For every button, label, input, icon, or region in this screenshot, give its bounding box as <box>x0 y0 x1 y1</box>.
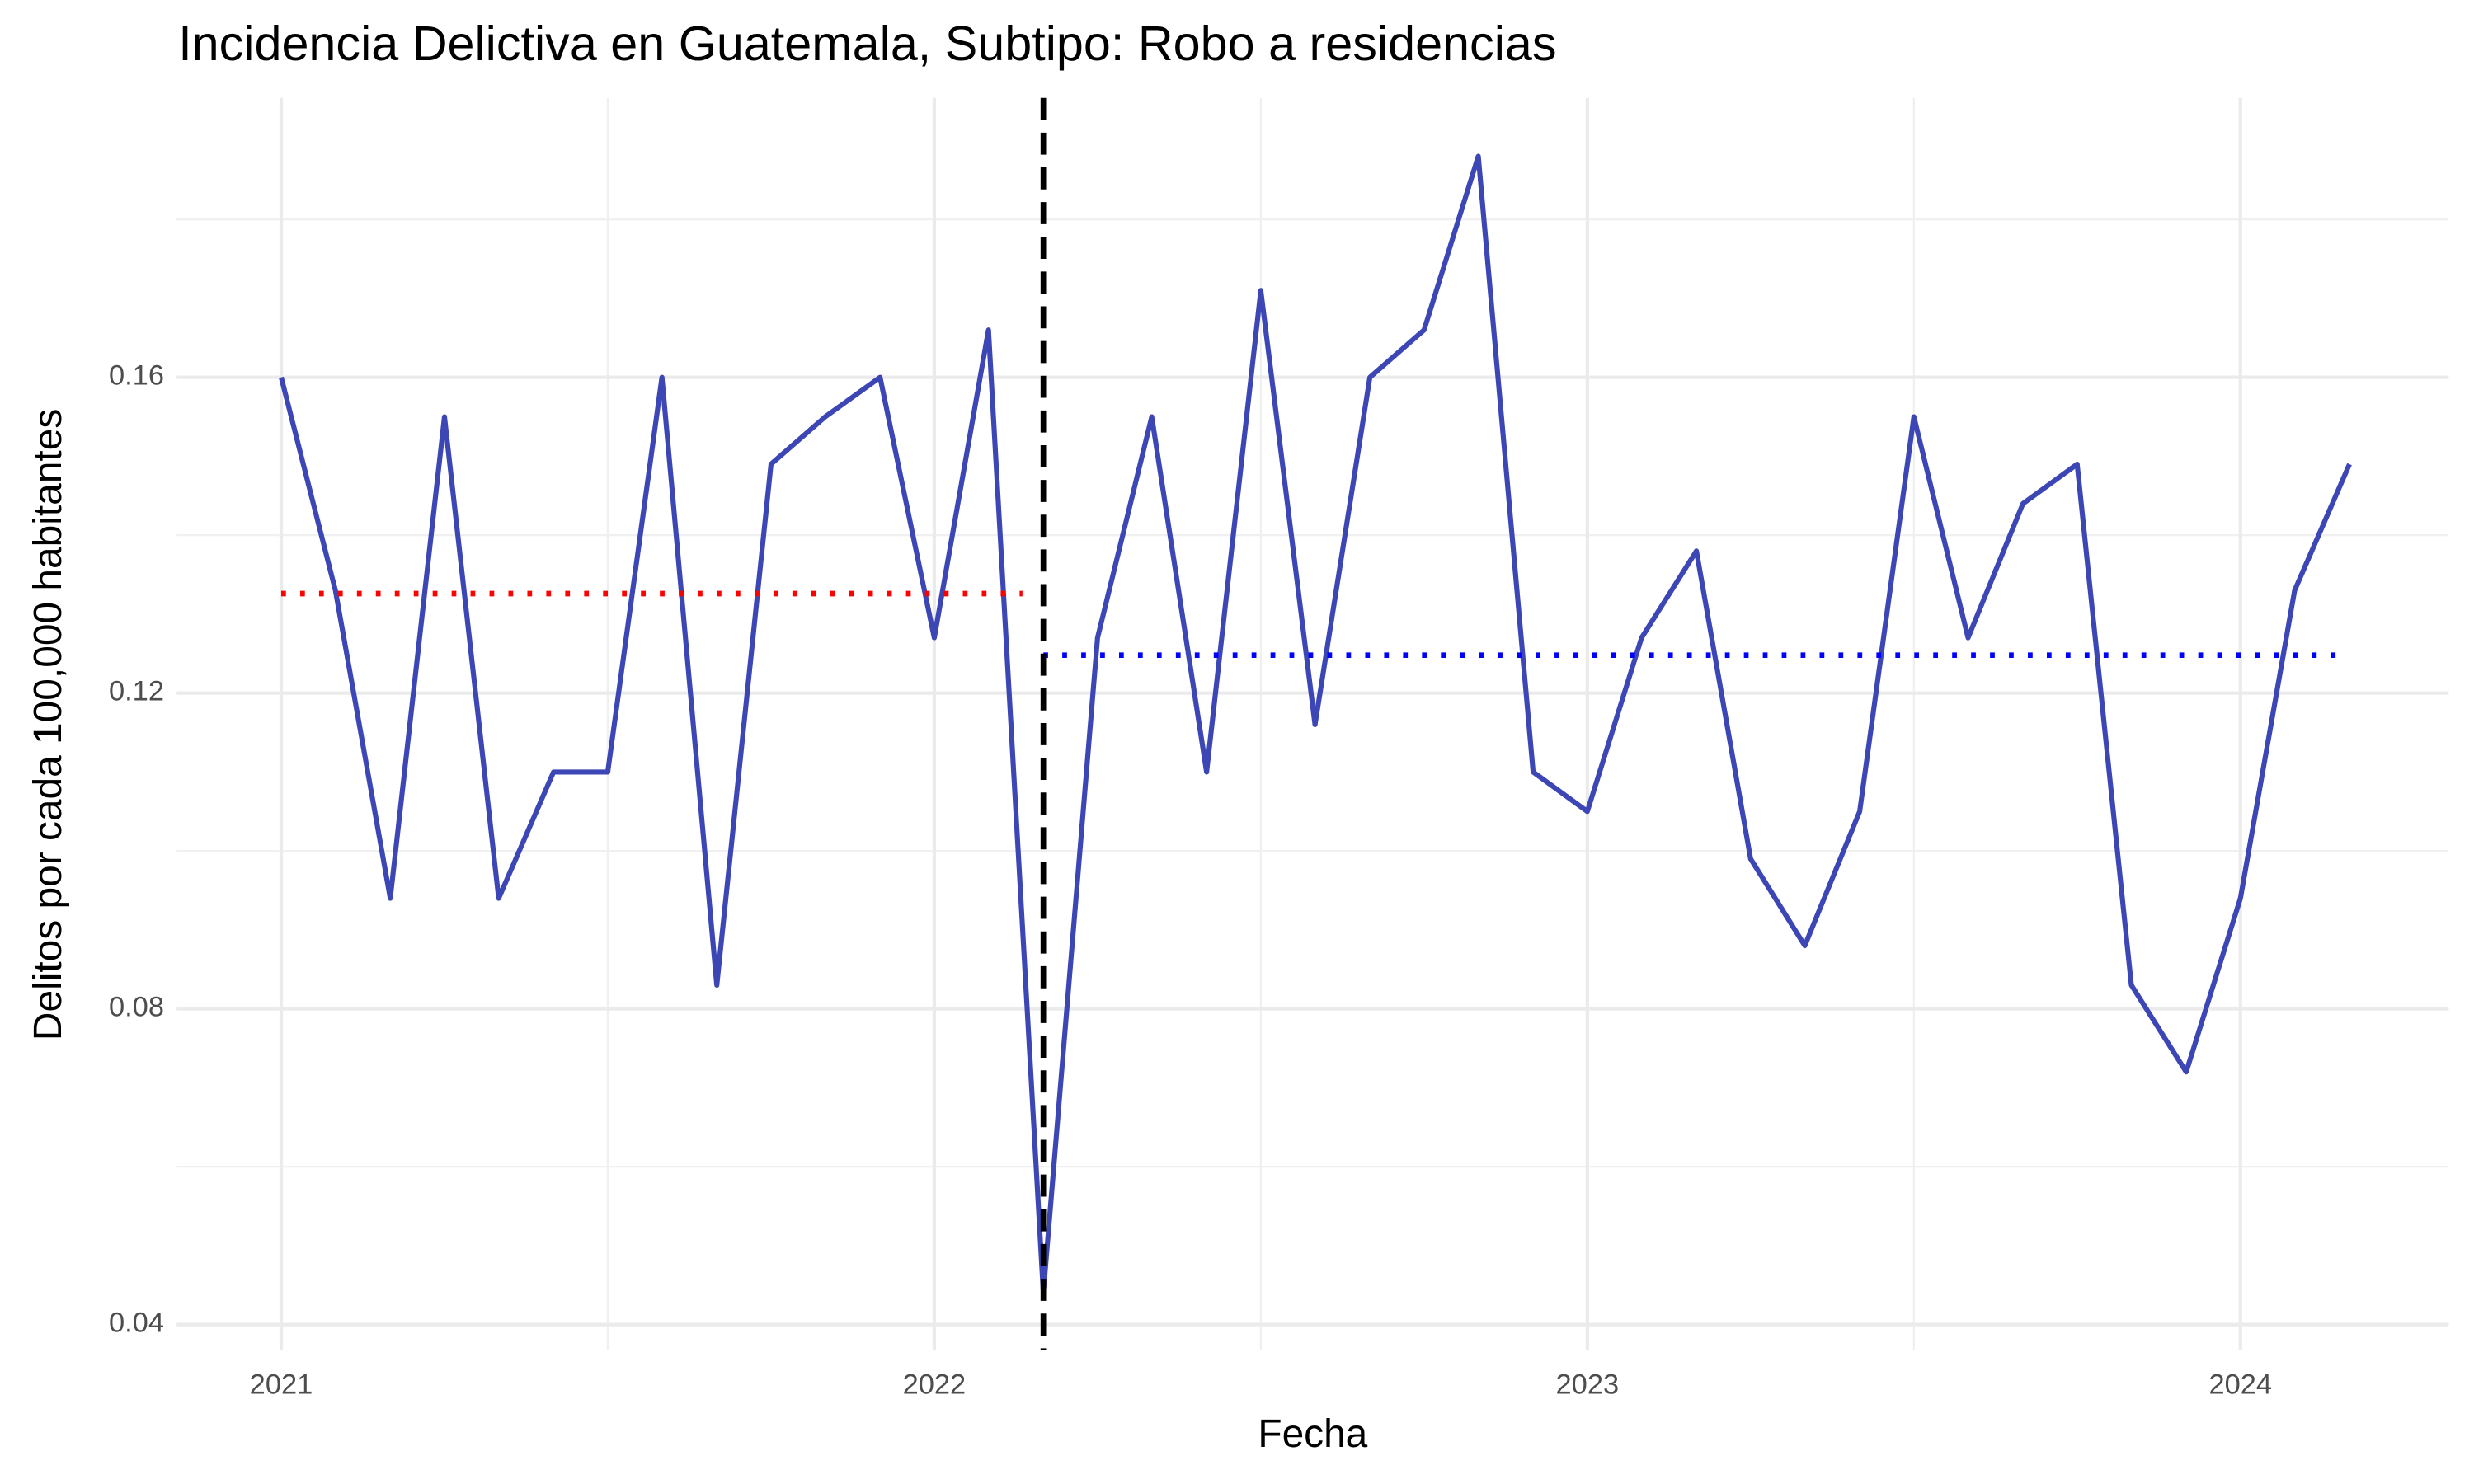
y-tick-label: 0.12 <box>109 676 164 707</box>
x-tick-label: 2022 <box>903 1369 967 1400</box>
y-axis-title: Delitos por cada 100,000 habitantes <box>26 409 70 1040</box>
x-axis-title: Fecha <box>1258 1412 1367 1456</box>
y-tick-label: 0.16 <box>109 360 164 392</box>
chart-title: Incidencia Delictiva en Guatemala, Subti… <box>178 16 1556 71</box>
data-line <box>279 153 2352 1296</box>
x-tick-label: 2021 <box>250 1369 313 1400</box>
y-tick-label: 0.08 <box>109 992 164 1023</box>
y-tick-label: 0.04 <box>109 1308 164 1339</box>
x-tick-label: 2024 <box>2208 1369 2272 1400</box>
x-tick-label: 2023 <box>1556 1369 1620 1400</box>
